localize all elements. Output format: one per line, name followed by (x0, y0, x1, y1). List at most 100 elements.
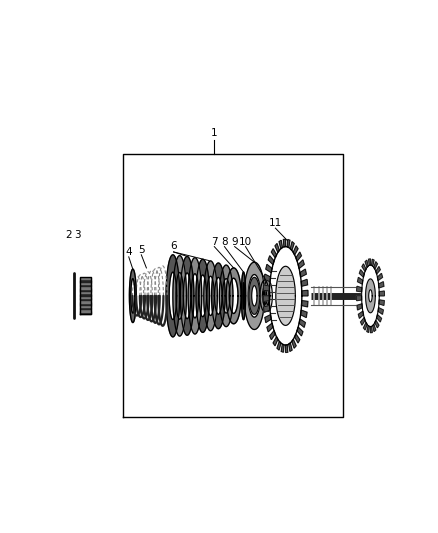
Polygon shape (277, 341, 281, 350)
Polygon shape (362, 264, 366, 271)
Polygon shape (279, 240, 283, 249)
Polygon shape (80, 292, 91, 293)
Text: 11: 11 (269, 218, 282, 228)
Polygon shape (375, 320, 379, 328)
Polygon shape (378, 308, 383, 314)
Polygon shape (367, 326, 369, 333)
Polygon shape (188, 257, 202, 334)
Polygon shape (80, 296, 91, 298)
Polygon shape (357, 304, 362, 310)
Polygon shape (281, 344, 284, 352)
Text: 1: 1 (211, 128, 218, 138)
Polygon shape (241, 272, 246, 320)
Polygon shape (296, 252, 301, 261)
Polygon shape (260, 280, 269, 311)
Polygon shape (357, 296, 362, 301)
Polygon shape (295, 334, 300, 343)
Polygon shape (80, 282, 91, 284)
Polygon shape (80, 301, 91, 303)
Polygon shape (166, 255, 180, 337)
Polygon shape (366, 279, 375, 313)
Polygon shape (297, 327, 303, 336)
Text: 7: 7 (211, 237, 218, 247)
Polygon shape (244, 262, 265, 329)
Polygon shape (204, 261, 217, 330)
Polygon shape (265, 314, 271, 322)
Polygon shape (290, 241, 294, 251)
Polygon shape (80, 308, 91, 310)
Polygon shape (80, 298, 91, 300)
Polygon shape (80, 287, 91, 289)
Polygon shape (226, 268, 241, 324)
Polygon shape (80, 280, 91, 282)
Polygon shape (263, 296, 269, 301)
Polygon shape (371, 326, 372, 333)
Polygon shape (300, 269, 306, 277)
Polygon shape (299, 319, 305, 327)
Polygon shape (264, 280, 272, 311)
Polygon shape (263, 285, 270, 291)
Polygon shape (362, 265, 379, 327)
Polygon shape (80, 285, 91, 286)
Polygon shape (266, 264, 272, 272)
Polygon shape (268, 256, 274, 264)
Polygon shape (80, 289, 91, 291)
Polygon shape (371, 259, 374, 266)
Polygon shape (80, 305, 91, 307)
Polygon shape (276, 266, 295, 325)
Polygon shape (80, 278, 91, 279)
Text: 3: 3 (74, 230, 81, 240)
Polygon shape (80, 303, 91, 305)
Text: 9: 9 (231, 237, 238, 247)
Polygon shape (293, 246, 298, 255)
Polygon shape (302, 290, 308, 296)
Polygon shape (373, 324, 376, 332)
Polygon shape (377, 314, 381, 322)
Polygon shape (219, 265, 233, 327)
Polygon shape (300, 310, 307, 318)
Polygon shape (275, 244, 279, 253)
Polygon shape (267, 323, 273, 332)
Polygon shape (212, 263, 225, 329)
Polygon shape (357, 277, 363, 284)
Text: 8: 8 (221, 237, 228, 247)
Polygon shape (301, 301, 308, 307)
Polygon shape (292, 340, 296, 348)
Polygon shape (130, 269, 136, 322)
Polygon shape (264, 274, 271, 281)
Polygon shape (80, 312, 91, 314)
Polygon shape (358, 311, 364, 318)
Polygon shape (378, 273, 382, 280)
Polygon shape (269, 247, 302, 345)
Polygon shape (287, 239, 290, 247)
Polygon shape (249, 277, 260, 314)
Text: 10: 10 (239, 237, 252, 247)
Text: 6: 6 (170, 241, 177, 251)
Polygon shape (80, 294, 91, 296)
Polygon shape (273, 337, 278, 346)
Polygon shape (360, 270, 364, 277)
Polygon shape (270, 330, 275, 340)
Polygon shape (378, 282, 384, 288)
Polygon shape (376, 266, 380, 274)
Polygon shape (286, 345, 288, 352)
Polygon shape (264, 305, 270, 312)
Polygon shape (272, 249, 276, 258)
Polygon shape (196, 260, 209, 333)
Polygon shape (80, 310, 91, 312)
Polygon shape (369, 259, 371, 265)
Polygon shape (180, 256, 194, 335)
Polygon shape (379, 300, 384, 305)
Polygon shape (357, 286, 362, 292)
Polygon shape (364, 322, 367, 330)
Polygon shape (379, 291, 385, 296)
Polygon shape (289, 343, 292, 351)
Polygon shape (173, 256, 187, 336)
Polygon shape (298, 260, 304, 269)
Text: 2: 2 (65, 230, 72, 240)
Polygon shape (283, 239, 286, 247)
Polygon shape (374, 262, 378, 269)
Text: 4: 4 (125, 247, 132, 257)
Polygon shape (301, 279, 307, 286)
Polygon shape (365, 260, 368, 268)
